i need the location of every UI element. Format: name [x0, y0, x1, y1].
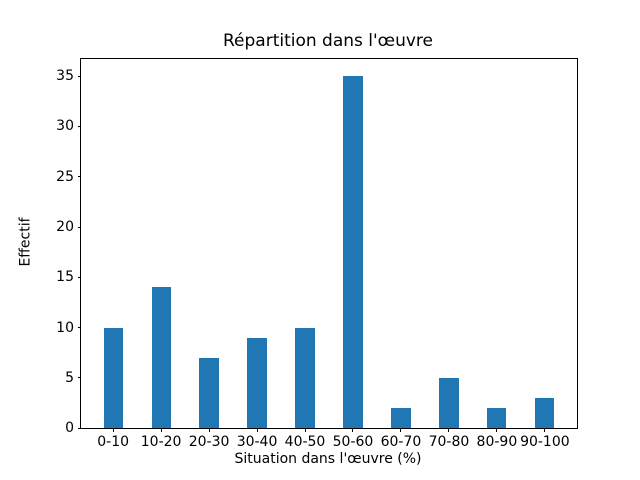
- x-tick: [496, 428, 498, 432]
- bar-30-40: [247, 337, 267, 429]
- x-tick: [304, 428, 306, 432]
- x-tick: [208, 428, 210, 432]
- chart-title: Répartition dans l'œuvre: [222, 31, 433, 51]
- x-tick-label: 30-40: [236, 434, 278, 451]
- y-tick: [77, 176, 81, 178]
- x-tick-label: 20-30: [188, 434, 230, 451]
- plot-area: 0-10 10-20 20-30 30-40 40-50 50-60 60-70 70-80 8…: [56, 57, 578, 450]
- y-tick: [77, 377, 81, 379]
- x-axis-label: Situation dans l'œuvre (%): [234, 451, 422, 467]
- y-tick-label: 0: [65, 420, 74, 437]
- x-tick-label: 0-10: [97, 434, 130, 451]
- y-tick-label: 25: [56, 168, 74, 185]
- x-tick: [160, 428, 162, 432]
- y-tick-label: 30: [56, 118, 74, 135]
- bar-40-50: [295, 327, 315, 429]
- x-tick-label: 10-20: [140, 434, 182, 451]
- y-tick-label: 5: [65, 369, 74, 386]
- y-tick: [77, 276, 81, 278]
- y-tick-label: 15: [56, 269, 74, 286]
- y-tick-label: 35: [56, 68, 74, 85]
- y-tick: [77, 226, 81, 228]
- x-tick-label: 70-80: [428, 434, 470, 451]
- x-tick-label: 90-100: [520, 434, 570, 451]
- y-tick-label: 10: [56, 319, 74, 336]
- x-tick-label: 60-70: [380, 434, 422, 451]
- bar-90-100: [535, 398, 555, 429]
- x-tick: [256, 428, 258, 432]
- x-tick: [448, 428, 450, 432]
- bar-50-60: [343, 76, 363, 429]
- bar-20-30: [199, 357, 219, 429]
- x-tick: [544, 428, 546, 432]
- x-tick-label: 40-50: [284, 434, 326, 451]
- y-tick-label: 20: [56, 219, 74, 236]
- y-tick: [77, 125, 81, 127]
- x-tick-label: 50-60: [332, 434, 374, 451]
- y-tick: [77, 327, 81, 329]
- x-tick-label: 80-90: [476, 434, 518, 451]
- x-tick: [352, 428, 354, 432]
- bar-70-80: [439, 377, 459, 429]
- y-axis-label: Effectif: [17, 217, 34, 267]
- x-tick: [112, 428, 114, 432]
- y-tick: [77, 75, 81, 77]
- y-tick: [77, 427, 81, 429]
- bar-10-20: [151, 287, 171, 429]
- bar-0-10: [103, 327, 123, 429]
- bar-60-70: [391, 408, 411, 429]
- bar-80-90: [487, 408, 507, 429]
- x-tick: [400, 428, 402, 432]
